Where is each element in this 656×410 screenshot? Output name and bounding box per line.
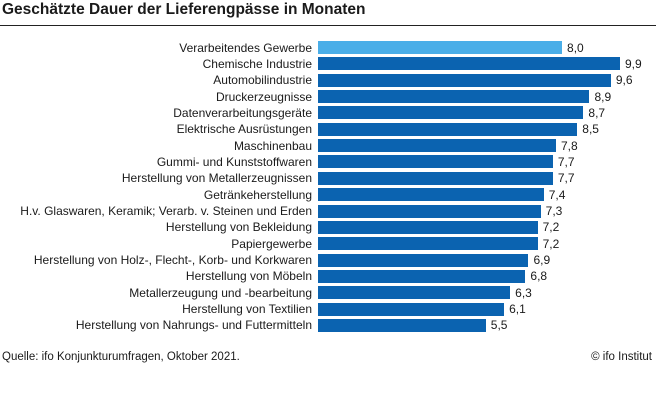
category-label: Chemische Industrie — [202, 56, 312, 71]
value-label: 8,7 — [588, 105, 606, 120]
bar — [318, 220, 538, 234]
value-label: 8,5 — [582, 122, 599, 137]
category-label: Metallerzeugung und -bearbeitung — [129, 285, 312, 300]
category-label: Datenverarbeitungsgeräte — [173, 105, 312, 120]
bar — [318, 57, 620, 71]
value-label: 8,0 — [567, 40, 584, 55]
category-label: Herstellung von Holz-, Flecht-, Korb- un… — [33, 253, 312, 268]
category-label: Herstellung von Textilien — [182, 302, 312, 317]
bar — [318, 318, 486, 332]
category-label: Maschinenbau — [233, 138, 312, 153]
category-label: Herstellung von Möbeln — [185, 269, 312, 284]
value-label: 9,6 — [615, 73, 633, 88]
category-label: Gummi- und Kunststoffwaren — [156, 154, 312, 169]
category-label: H.v. Glaswaren, Keramik; Verarb. v. Stei… — [20, 204, 312, 218]
value-label: 5,5 — [490, 318, 508, 333]
category-label: Automobilindustrie — [213, 73, 312, 88]
value-label: 6,8 — [530, 269, 548, 284]
category-label: Druckerzeugnisse — [215, 89, 312, 104]
bar — [318, 269, 526, 283]
value-label: 6,1 — [509, 302, 526, 317]
category-label: Verarbeitendes Gewerbe — [179, 40, 312, 55]
bar — [318, 253, 529, 267]
bar — [318, 155, 553, 169]
bar — [318, 237, 538, 251]
bar — [318, 73, 611, 87]
value-label: 7,8 — [560, 138, 578, 153]
category-label: Elektrische Ausrüstungen — [176, 122, 312, 137]
value-label: 7,2 — [542, 220, 560, 235]
bar — [318, 139, 556, 153]
category-label: Herstellung von Metallerzeugnissen — [121, 171, 312, 186]
value-label: 6,9 — [533, 253, 551, 268]
bar — [318, 90, 590, 104]
value-label: 7,3 — [545, 204, 563, 218]
bar — [318, 41, 563, 54]
category-label: Herstellung von Nahrungs- und Futtermitt… — [75, 318, 312, 333]
source-note: Quelle: ifo Konjunkturumfragen, Oktober … — [2, 351, 240, 363]
category-label: Getränkeherstellung — [203, 187, 312, 202]
value-label: 8,9 — [594, 89, 612, 104]
bar — [318, 204, 541, 218]
bar — [318, 286, 511, 300]
value-label: 7,7 — [557, 154, 575, 169]
value-label: 7,4 — [548, 187, 566, 202]
bar — [318, 171, 553, 185]
bar — [318, 106, 584, 120]
chart-title: Geschätzte Dauer der Lieferengpässe in M… — [2, 1, 366, 18]
category-label: Herstellung von Bekleidung — [165, 220, 312, 235]
value-label: 9,9 — [625, 56, 642, 71]
bar — [318, 302, 505, 316]
bar — [318, 188, 544, 202]
value-label: 7,2 — [542, 236, 560, 251]
title-divider — [0, 25, 656, 26]
category-label: Papiergewerbe — [231, 236, 312, 251]
value-label: 7,7 — [557, 171, 575, 186]
bar — [318, 122, 578, 136]
value-label: 6,3 — [515, 285, 532, 300]
copyright-credit: © ifo Institut — [591, 351, 652, 363]
